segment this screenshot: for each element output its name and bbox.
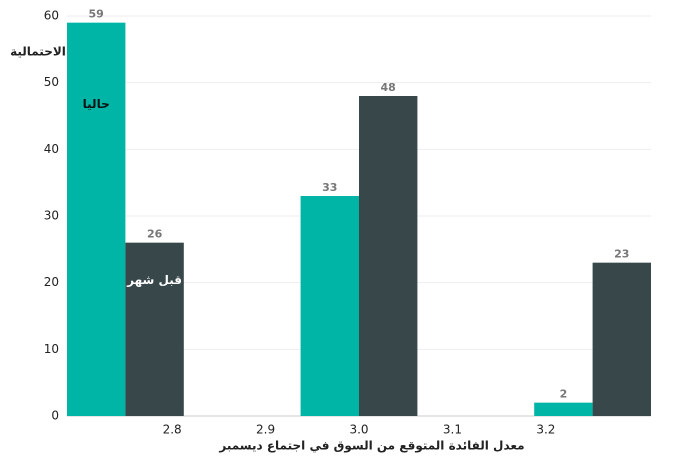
value-label: 26	[147, 228, 163, 241]
y-tick-label: 10	[44, 342, 59, 356]
series-label: حاليا	[83, 97, 110, 111]
x-tick-label: 2.8	[163, 423, 182, 437]
value-label: 59	[89, 8, 104, 21]
y-tick-label: 20	[44, 275, 59, 289]
value-label: 33	[322, 181, 337, 194]
y-tick-label: 0	[51, 409, 59, 423]
y-axis-title: الاحتمالية	[10, 45, 66, 59]
x-axis-title: معدل الفائدة المتوقع من السوق في اجتماع …	[218, 439, 524, 454]
bar	[300, 196, 359, 416]
x-tick-label: 2.9	[256, 423, 275, 437]
value-label: 23	[614, 248, 629, 261]
value-label: 2	[560, 388, 568, 401]
x-tick-label: 3.2	[536, 423, 555, 437]
y-tick-label: 50	[44, 75, 59, 89]
y-tick-label: 40	[44, 142, 59, 156]
bar	[359, 96, 418, 416]
y-tick-label: 30	[44, 209, 59, 223]
y-tick-label: 60	[44, 9, 59, 23]
series-label: قبل شهر	[126, 273, 182, 287]
x-tick-label: 3.0	[349, 423, 368, 437]
bar	[125, 242, 184, 416]
bar	[592, 262, 651, 416]
bar	[534, 402, 593, 416]
x-tick-label: 3.1	[443, 423, 462, 437]
value-label: 48	[381, 81, 396, 94]
bar	[67, 22, 126, 417]
